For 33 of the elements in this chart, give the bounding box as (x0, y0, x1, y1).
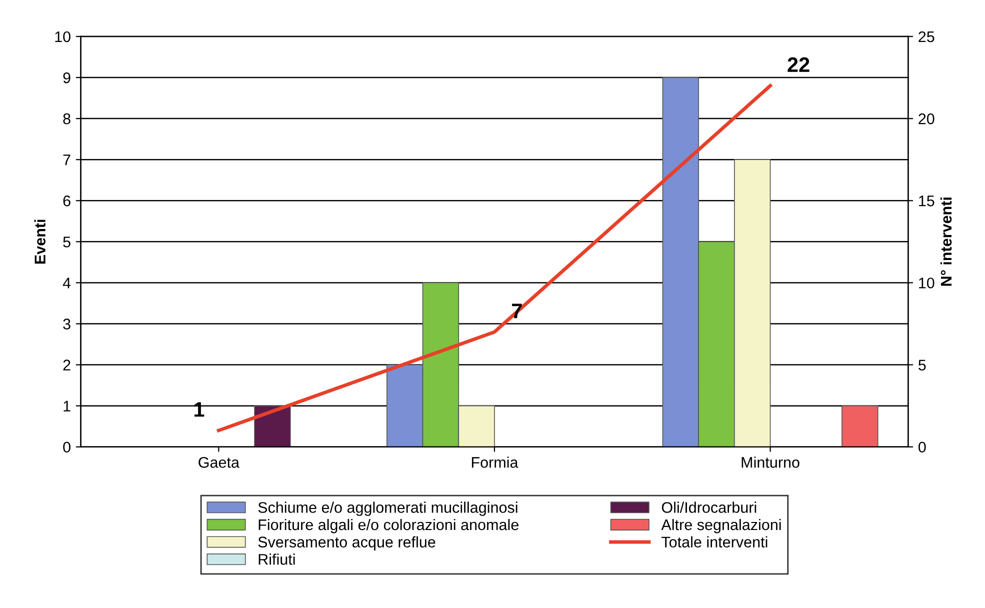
y-tick-label: 10 (55, 31, 70, 42)
bar (254, 405, 291, 447)
legend-label: Sversamento acque reflue (258, 536, 436, 551)
y2-axis-title: N° interventi (940, 198, 952, 286)
y2-tick-label: 5 (918, 360, 926, 370)
legend-label: Altre segnalazioni (661, 518, 781, 534)
legend-label: Fioriture algali e/o colorazioni anomale (258, 518, 518, 534)
y-axis-title: Eventi (34, 220, 46, 264)
x-tick-label: Minturno (742, 456, 800, 468)
y2-tick-label: 20 (918, 113, 934, 124)
bar (842, 405, 878, 447)
y-tick-label: 8 (63, 113, 70, 124)
legend-label: Totale interventi (662, 536, 768, 548)
legend-label: Schiume e/o agglomerati mucillaginosi (258, 502, 518, 516)
y-tick-label: 0 (63, 442, 70, 453)
y-tick-label: 2 (63, 360, 70, 370)
y2-tick-label: 10 (919, 278, 934, 288)
y-tick-label: 6 (63, 196, 70, 206)
data-label: 7 (512, 304, 522, 318)
y-tick-label: 7 (63, 154, 70, 166)
y-tick-label: 3 (63, 318, 70, 330)
y-tick-label: 5 (63, 236, 70, 248)
legend-label: Rifiuti (258, 554, 295, 565)
y2-tick-label: 15 (919, 196, 934, 206)
x-tick-label: Gaeta (198, 457, 240, 468)
legend-label: Oli/Idrocarburi (662, 502, 756, 513)
y2-tick-label: 25 (918, 31, 934, 42)
y2-tick-label: 0 (918, 442, 926, 453)
y-tick-label: 9 (63, 72, 70, 84)
y-tick-label: 4 (62, 278, 71, 288)
x-tick-label: Formia (472, 456, 518, 468)
y-tick-label: 1 (64, 400, 70, 412)
data-label: 22 (788, 57, 810, 72)
